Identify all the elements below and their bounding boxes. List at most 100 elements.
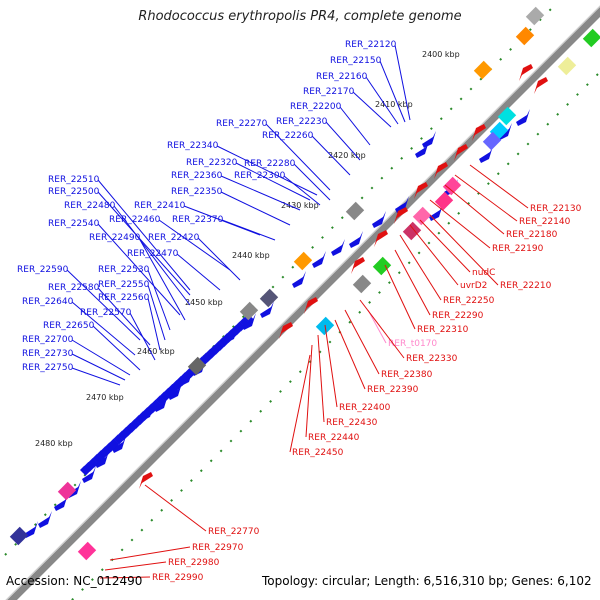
minus-label-leader bbox=[144, 484, 207, 532]
plus-label-leader bbox=[176, 253, 221, 291]
plus-label-leader bbox=[158, 219, 231, 271]
plus-label-leader bbox=[138, 237, 186, 321]
plus-gene-arrow bbox=[349, 231, 363, 248]
plus-gene-block bbox=[101, 446, 111, 457]
plus-gene-block bbox=[155, 395, 166, 406]
plus-gene-block bbox=[126, 422, 137, 433]
plus-gene-label: RER_22320 bbox=[186, 158, 238, 168]
plus-gene-block bbox=[130, 418, 141, 429]
minus-gene-label: nudC bbox=[472, 268, 495, 278]
gene-feature-box bbox=[515, 26, 535, 46]
minus-gene-label: RER_22430 bbox=[326, 418, 378, 428]
minus-gene-label: RER_22440 bbox=[308, 433, 360, 443]
plus-label-leader bbox=[394, 44, 411, 121]
minus-label-leader bbox=[289, 354, 311, 453]
plus-gene-block bbox=[143, 407, 153, 418]
plus-gene-label: RER_22230 bbox=[276, 117, 328, 127]
minus-gene-label: RER_t0170 bbox=[388, 339, 437, 349]
plus-label-leader bbox=[147, 269, 171, 331]
minus-gene-arrow bbox=[374, 230, 388, 247]
plus-gene-arrow bbox=[260, 301, 274, 318]
plus-label-leader bbox=[283, 175, 321, 206]
minus-gene-label: RER_22450 bbox=[292, 448, 344, 458]
plus-gene-label: RER_22480 bbox=[64, 201, 116, 211]
kbp-tick-label: 2480 kbp bbox=[35, 439, 73, 448]
minus-gene-label: RER_22970 bbox=[192, 543, 244, 553]
plus-gene-block bbox=[109, 438, 120, 449]
minus-gene-arrow bbox=[394, 207, 408, 224]
plus-gene-label: RER_22550 bbox=[98, 280, 150, 290]
gene-feature-box bbox=[9, 526, 29, 546]
minus-label-leader bbox=[367, 309, 387, 344]
minus-gene-label: RER_22330 bbox=[406, 354, 458, 364]
plus-gene-block bbox=[239, 317, 250, 328]
minus-label-leader bbox=[384, 264, 416, 330]
kbp-tick-group: 2400 kbp 2410 kbp 2420 kbp 2430 kbp 2440 kbp… bbox=[35, 50, 460, 448]
minus-gene-label: RER_22210 bbox=[500, 281, 552, 291]
plus-label-leader bbox=[220, 191, 291, 226]
plus-gene-label: RER_22590 bbox=[17, 265, 69, 275]
minus-gene-arrow bbox=[139, 472, 153, 489]
plus-label-leader bbox=[147, 284, 166, 341]
minus-label-leader bbox=[99, 576, 151, 579]
plus-label-leader bbox=[147, 297, 161, 351]
plus-gene-block bbox=[226, 329, 237, 340]
plus-gene-block bbox=[88, 457, 99, 468]
plus-gene-label: RER_22170 bbox=[303, 87, 355, 97]
plus-gene-block bbox=[84, 461, 95, 472]
plus-gene-arrow bbox=[82, 466, 96, 483]
minus-label-leader bbox=[469, 164, 529, 209]
plus-gene-block bbox=[105, 442, 116, 453]
plus-label-leader bbox=[221, 219, 276, 241]
topology-info: Topology: circular; Length: 6,516,310 bp… bbox=[262, 574, 592, 588]
minus-label-leader bbox=[419, 219, 471, 273]
plus-gene-label: RER_22340 bbox=[167, 141, 219, 151]
gene-feature-box bbox=[239, 301, 259, 321]
gene-feature-box bbox=[473, 60, 493, 80]
plus-gene-label: RER_22300 bbox=[234, 171, 286, 181]
minus-gene-arrow bbox=[414, 182, 428, 199]
minus-gene-label: RER_22310 bbox=[417, 325, 469, 335]
inner-tick-track bbox=[70, 70, 600, 600]
kbp-tick-label: 2450 kbp bbox=[185, 298, 223, 307]
plus-label-leader bbox=[97, 287, 151, 346]
plus-gene-arrow bbox=[444, 179, 458, 196]
plus-gene-block bbox=[214, 340, 225, 351]
plus-gene-block bbox=[134, 415, 145, 425]
kbp-tick-label: 2440 kbp bbox=[232, 251, 270, 260]
plus-label-leader bbox=[339, 106, 371, 146]
plus-label-leader bbox=[293, 163, 331, 201]
plus-gene-label: RER_22260 bbox=[262, 131, 314, 141]
plus-gene-label: RER_22650 bbox=[43, 321, 95, 331]
plus-gene-label: RER_22120 bbox=[345, 40, 397, 50]
plus-gene-block bbox=[176, 376, 187, 386]
minus-gene-label: RER_22190 bbox=[492, 244, 544, 254]
minus-label-leader bbox=[334, 319, 366, 390]
plus-label-leader bbox=[97, 223, 181, 316]
gene-feature-group bbox=[9, 6, 600, 561]
plus-label-leader bbox=[265, 123, 331, 191]
plus-gene-block bbox=[92, 454, 103, 464]
plus-gene-block bbox=[80, 465, 90, 476]
kbp-tick-label: 2400 kbp bbox=[422, 50, 460, 59]
minus-label-leader bbox=[394, 249, 431, 316]
plus-gene-label: RER_22500 bbox=[48, 187, 100, 197]
plus-gene-arrow bbox=[331, 239, 345, 256]
minus-gene-arrow bbox=[454, 144, 468, 161]
minus-label-leader bbox=[429, 214, 499, 286]
minus-gene-arrow bbox=[279, 322, 293, 339]
plus-label-leader bbox=[365, 76, 399, 125]
gene-feature-box bbox=[525, 6, 545, 26]
plus-gene-label: RER_22640 bbox=[22, 297, 74, 307]
minus-label-leader bbox=[359, 299, 405, 359]
minus-label-leader bbox=[409, 224, 459, 286]
minus-gene-label: RER_22770 bbox=[208, 527, 260, 537]
kbp-tick-label: 2460 kbp bbox=[137, 347, 175, 356]
plus-label-leader bbox=[311, 135, 351, 176]
map-title: Rhodococcus erythropolis PR4, complete g… bbox=[138, 9, 462, 24]
gene-feature-box bbox=[293, 251, 313, 271]
plus-label-leader bbox=[129, 312, 156, 361]
